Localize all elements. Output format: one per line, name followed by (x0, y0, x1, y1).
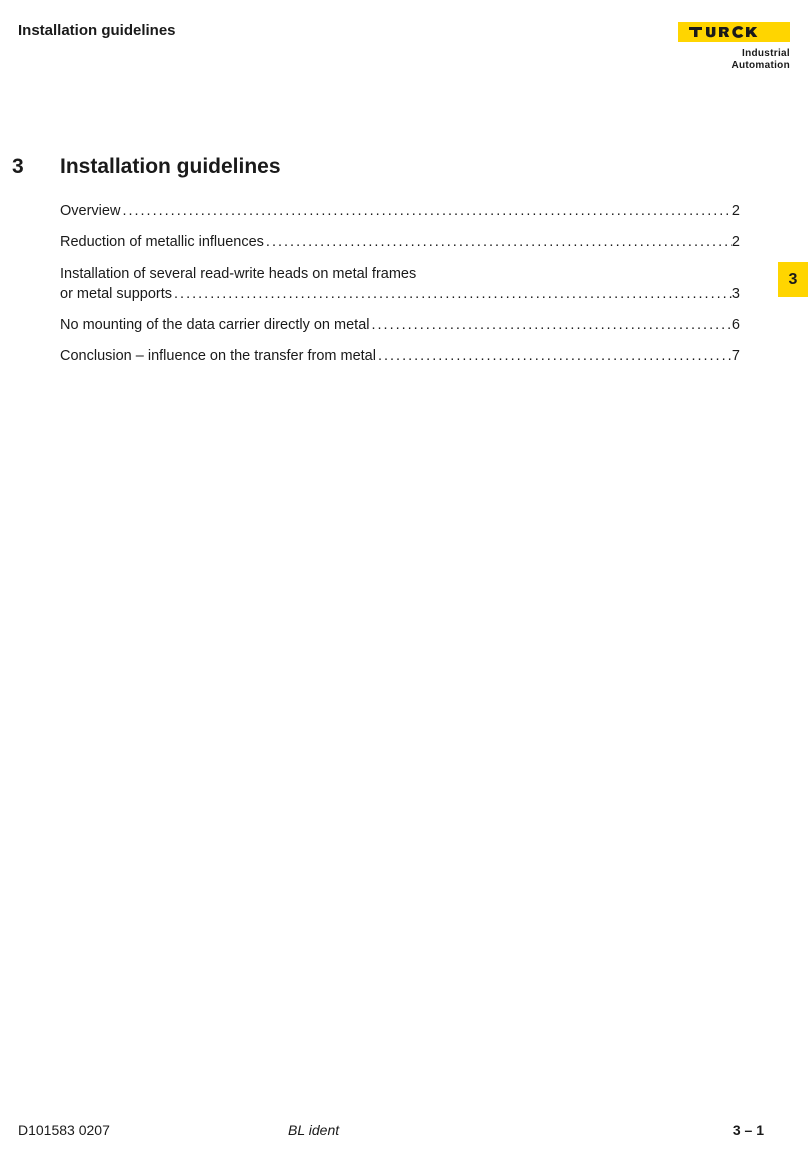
brand-logo-area: Industrial Automation (678, 22, 790, 72)
footer-doc-id: D101583 0207 (18, 1122, 288, 1138)
toc-page: 7 (732, 346, 740, 366)
header-title: Installation guidelines (18, 22, 176, 39)
logo-sub-line1: Industrial (678, 48, 790, 60)
logo-subtitle: Industrial Automation (678, 48, 790, 72)
toc-entry: No mounting of the data carrier directly… (60, 315, 740, 335)
toc-page: 2 (732, 201, 740, 221)
logo-sub-line2: Automation (678, 60, 790, 72)
chapter-heading: 3 Installation guidelines (60, 155, 740, 179)
toc-text-line1: Installation of several read-write heads… (60, 264, 740, 284)
chapter-side-tab: 3 (778, 262, 808, 297)
page-content: 3 Installation guidelines Overview 2 Red… (60, 155, 740, 378)
toc-entry: Installation of several read-write heads… (60, 264, 740, 305)
side-tab-number: 3 (789, 271, 798, 289)
toc-page: 6 (732, 315, 740, 335)
chapter-title: Installation guidelines (60, 155, 281, 179)
toc-text: Reduction of metallic influences (60, 232, 264, 252)
turck-logo (678, 22, 790, 42)
toc-leader-dots (120, 201, 731, 221)
page-header: Installation guidelines Industrial Autom… (18, 22, 790, 72)
toc-text-line2: or metal supports (60, 284, 172, 304)
chapter-number: 3 (12, 155, 60, 179)
toc-leader-dots (264, 232, 732, 252)
page-footer: D101583 0207 BL ident 3 – 1 (18, 1122, 764, 1138)
toc-text: Conclusion – influence on the transfer f… (60, 346, 376, 366)
toc-leader-dots (376, 346, 732, 366)
toc-leader-dots (369, 315, 731, 335)
toc-page: 2 (732, 232, 740, 252)
toc-text: Overview (60, 201, 120, 221)
table-of-contents: Overview 2 Reduction of metallic influen… (60, 201, 740, 367)
toc-entry: Conclusion – influence on the transfer f… (60, 346, 740, 366)
toc-page: 3 (732, 284, 740, 304)
turck-logo-icon (689, 26, 779, 38)
footer-product: BL ident (288, 1122, 733, 1138)
footer-page-number: 3 – 1 (733, 1122, 764, 1138)
toc-entry: Reduction of metallic influences 2 (60, 232, 740, 252)
toc-entry: Overview 2 (60, 201, 740, 221)
toc-text: No mounting of the data carrier directly… (60, 315, 369, 335)
toc-leader-dots (172, 284, 732, 304)
